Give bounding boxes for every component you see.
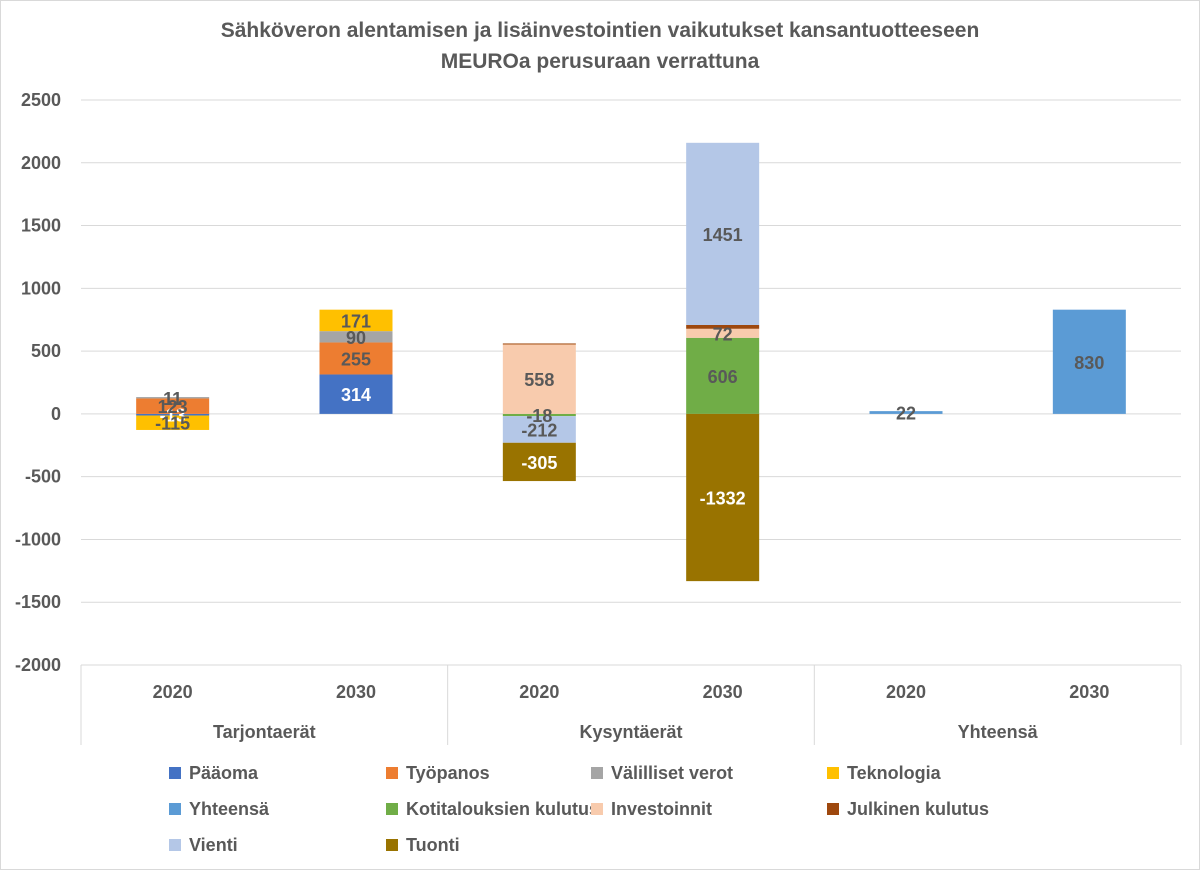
legend-swatch — [827, 803, 839, 815]
bar-segment — [502, 442, 576, 482]
legend-label: Pääoma — [189, 762, 259, 783]
x-tick-label: 2020 — [519, 682, 559, 702]
bar-segment — [869, 411, 943, 414]
legend-swatch — [386, 803, 398, 815]
group-label: Tarjontaerät — [213, 722, 316, 742]
legend-swatch — [591, 767, 603, 779]
y-tick-label: -1500 — [15, 592, 61, 612]
group-label: Kysyntäerät — [579, 722, 682, 742]
bar-segment — [502, 413, 576, 417]
legend-item: Yhteensä — [169, 798, 269, 820]
data-label: 72 — [713, 324, 733, 344]
data-label: 558 — [524, 370, 554, 390]
legend-item: Investoinnit — [591, 798, 712, 820]
data-label: 22 — [896, 404, 916, 424]
x-tick-label: 2030 — [336, 682, 376, 702]
legend-item: Välilliset verot — [591, 762, 733, 784]
legend-item: Vienti — [169, 834, 238, 856]
bar-segment — [686, 324, 760, 329]
legend-item: Työpanos — [386, 762, 490, 784]
chart-title: Sähköveron alentamisen ja lisäinvestoint… — [220, 19, 980, 42]
bar-segment — [319, 374, 393, 414]
data-label: 90 — [346, 328, 366, 348]
data-label: -1332 — [700, 489, 746, 509]
legend-swatch — [169, 803, 181, 815]
data-label: -13 — [160, 406, 186, 426]
legend-item: Tuonti — [386, 834, 460, 856]
group-label: Yhteensä — [958, 722, 1039, 742]
legend-label: Välilliset verot — [611, 762, 734, 783]
bar-segment — [1052, 309, 1126, 414]
y-tick-label: 1500 — [21, 216, 61, 236]
bar-segment — [686, 142, 760, 325]
legend-item: Pääoma — [169, 762, 258, 784]
legend-label: Työpanos — [406, 762, 490, 783]
y-tick-label: -1000 — [15, 529, 61, 549]
data-label: 606 — [708, 367, 738, 387]
data-label: -115 — [155, 414, 190, 434]
legend-item: Kotitalouksien kulutus — [386, 798, 599, 820]
legend-label: Tuonti — [406, 834, 460, 855]
y-tick-label: -2000 — [15, 655, 61, 675]
data-label: -212 — [521, 420, 557, 440]
y-tick-label: 1000 — [21, 278, 61, 298]
legend-label: Teknologia — [847, 762, 941, 783]
data-label: 255 — [341, 349, 371, 369]
data-label: -305 — [521, 453, 557, 473]
bar-segment — [502, 343, 576, 345]
legend-item: Teknologia — [827, 762, 941, 784]
y-tick-label: -500 — [25, 467, 61, 487]
legend-swatch — [386, 839, 398, 851]
legend-swatch — [386, 767, 398, 779]
bar-segment — [319, 342, 393, 375]
bar-segment — [686, 328, 760, 338]
bar-segment — [136, 397, 210, 399]
x-tick-label: 2020 — [886, 682, 926, 702]
bar-segment — [502, 343, 576, 414]
legend-swatch — [827, 767, 839, 779]
y-tick-label: 2500 — [21, 90, 61, 110]
data-label: 830 — [1074, 353, 1104, 373]
legend-label: Investoinnit — [611, 798, 713, 819]
data-label: 171 — [341, 311, 371, 331]
y-tick-label: 0 — [51, 404, 61, 424]
y-tick-label: 2000 — [21, 153, 61, 173]
bar-segment — [502, 416, 576, 443]
y-tick-label: 500 — [31, 341, 61, 361]
chart-subtitle: MEUROa perusuraan verrattuna — [440, 50, 760, 73]
bar-segment — [136, 398, 210, 414]
bar-segment — [686, 413, 760, 582]
data-label: 1451 — [703, 225, 743, 245]
x-tick-label: 2020 — [153, 682, 193, 702]
legend-label: Yhteensä — [189, 798, 270, 819]
x-tick-label: 2030 — [1069, 682, 1109, 702]
plot-area: 2500 2000 1500 1000 500 0 -500 -1000 -1500 -2000 -… — [15, 90, 1182, 745]
bar-segment — [319, 309, 393, 332]
legend-item: Julkinen kulutus — [827, 798, 989, 820]
bar-segment — [686, 337, 760, 414]
legend-label: Vienti — [189, 834, 238, 855]
data-label: 11 — [163, 389, 182, 409]
legend: Pääoma Työpanos Välilliset verot Teknologia… — [1, 759, 1199, 869]
bar-segment — [319, 331, 393, 343]
legend-swatch — [591, 803, 603, 815]
data-label: 123 — [158, 397, 188, 417]
bar-segment — [136, 415, 210, 430]
data-label: -18 — [526, 406, 552, 426]
bar-segment — [136, 413, 210, 416]
data-label: 314 — [341, 385, 371, 405]
legend-label: Julkinen kulutus — [847, 798, 990, 819]
legend-swatch — [169, 767, 181, 779]
legend-label: Kotitalouksien kulutus — [406, 798, 600, 819]
legend-swatch — [169, 839, 181, 851]
x-tick-label: 2030 — [703, 682, 743, 702]
